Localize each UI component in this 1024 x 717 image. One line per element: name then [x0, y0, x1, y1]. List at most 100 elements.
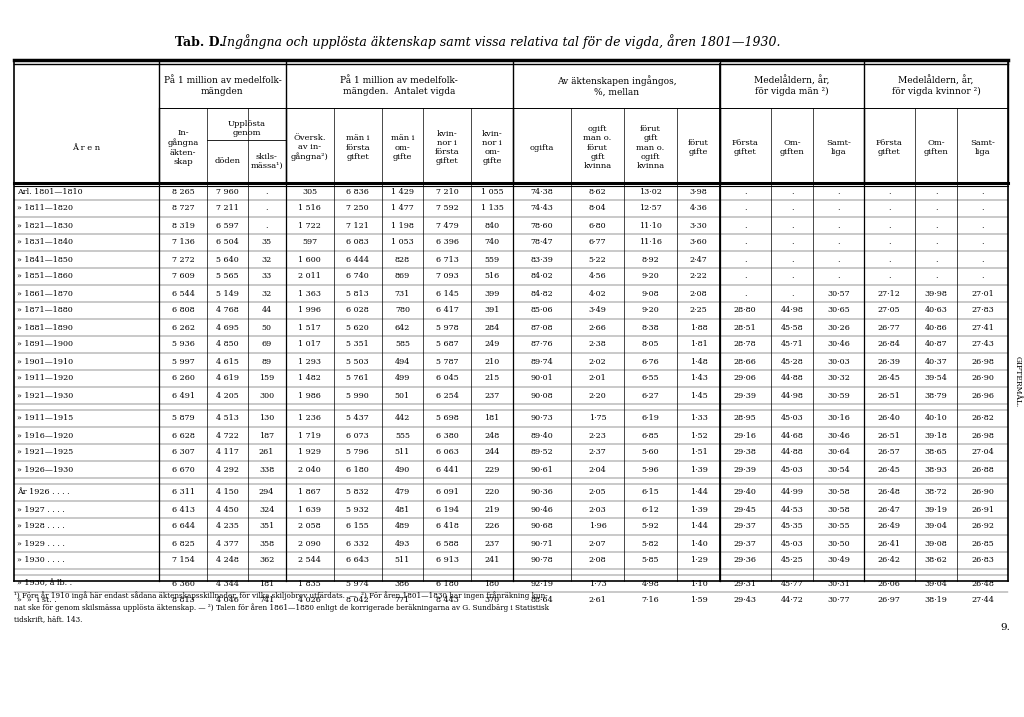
- Text: 26·41: 26·41: [878, 539, 901, 548]
- Text: 4 046: 4 046: [216, 597, 239, 604]
- Text: 6 360: 6 360: [172, 579, 195, 587]
- Text: År 1926 . . . .: År 1926 . . . .: [17, 488, 70, 496]
- Text: 40·86: 40·86: [925, 323, 947, 331]
- Text: 7 960: 7 960: [216, 188, 239, 196]
- Text: 499: 499: [394, 374, 410, 382]
- Text: .: .: [981, 204, 984, 212]
- Text: 39·04: 39·04: [925, 579, 947, 587]
- Text: 30·16: 30·16: [827, 414, 850, 422]
- Text: 1·48: 1·48: [690, 358, 708, 366]
- Text: 5 936: 5 936: [172, 341, 195, 348]
- Text: 1 517: 1 517: [298, 323, 321, 331]
- Text: 8·04: 8·04: [589, 204, 606, 212]
- Text: 2·23: 2·23: [589, 432, 606, 440]
- Text: 6 332: 6 332: [346, 539, 369, 548]
- Text: 3·60: 3·60: [690, 239, 708, 247]
- Text: Samt-
liga: Samt- liga: [826, 139, 851, 156]
- Text: 6 588: 6 588: [436, 539, 459, 548]
- Text: 741: 741: [259, 597, 274, 604]
- Text: 1·29: 1·29: [689, 556, 708, 564]
- Text: män i
om-
gifte: män i om- gifte: [391, 134, 414, 161]
- Text: 90·36: 90·36: [530, 488, 553, 496]
- Text: 6·80: 6·80: [589, 222, 606, 229]
- Text: .: .: [791, 222, 794, 229]
- Text: 29·36: 29·36: [734, 556, 757, 564]
- Text: .: .: [935, 255, 937, 264]
- Text: 2·02: 2·02: [589, 358, 606, 366]
- Text: 5 620: 5 620: [346, 323, 369, 331]
- Text: 44·72: 44·72: [780, 597, 804, 604]
- Text: .: .: [265, 188, 268, 196]
- Text: 501: 501: [395, 391, 410, 399]
- Text: 1 429: 1 429: [391, 188, 414, 196]
- Text: ¹) Före år 1910 ingå här endast sådana äktenskapsskillnader, för vilka skiljobre: ¹) Före år 1910 ingå här endast sådana ä…: [14, 591, 548, 599]
- Text: 6·55: 6·55: [642, 374, 659, 382]
- Text: 1 835: 1 835: [298, 579, 321, 587]
- Text: 6 418: 6 418: [436, 523, 459, 531]
- Text: 1 135: 1 135: [480, 204, 504, 212]
- Text: Första
giftet: Första giftet: [876, 139, 903, 156]
- Text: 358: 358: [259, 539, 274, 548]
- Text: 26·06: 26·06: [878, 579, 901, 587]
- Text: 32: 32: [261, 255, 271, 264]
- Text: .: .: [838, 188, 840, 196]
- Text: 6 670: 6 670: [172, 465, 195, 473]
- Text: 30·46: 30·46: [827, 341, 850, 348]
- Text: » 1916—1920: » 1916—1920: [17, 432, 74, 440]
- Text: Medelåldern, år,
för vigda män ²): Medelåldern, år, för vigda män ²): [755, 76, 829, 96]
- Text: 4 292: 4 292: [216, 465, 239, 473]
- Text: 4·56: 4·56: [589, 272, 606, 280]
- Text: 8 265: 8 265: [172, 188, 195, 196]
- Text: 559: 559: [484, 255, 500, 264]
- Text: 585: 585: [395, 341, 410, 348]
- Text: 6 441: 6 441: [436, 465, 459, 473]
- Text: 4 850: 4 850: [216, 341, 239, 348]
- Text: 44·53: 44·53: [780, 505, 804, 513]
- Text: 1 053: 1 053: [391, 239, 414, 247]
- Text: 12·57: 12·57: [639, 204, 662, 212]
- Text: 45·28: 45·28: [780, 358, 804, 366]
- Text: 6 307: 6 307: [172, 449, 195, 457]
- Text: 4·02: 4·02: [589, 290, 606, 298]
- Text: 92·19: 92·19: [530, 579, 553, 587]
- Text: 4 722: 4 722: [216, 432, 239, 440]
- Text: 45·03: 45·03: [780, 539, 804, 548]
- Text: 399: 399: [484, 290, 500, 298]
- Text: 2·08: 2·08: [690, 290, 708, 298]
- Text: 1 482: 1 482: [298, 374, 321, 382]
- Text: 9·20: 9·20: [642, 306, 659, 315]
- Text: 6·77: 6·77: [589, 239, 606, 247]
- Text: .: .: [838, 204, 840, 212]
- Text: 5 997: 5 997: [172, 358, 195, 366]
- Text: 1 722: 1 722: [298, 222, 321, 229]
- Text: Tab. D.: Tab. D.: [175, 36, 223, 49]
- Text: 87·76: 87·76: [530, 341, 553, 348]
- Text: 84·02: 84·02: [530, 272, 553, 280]
- Text: 90·68: 90·68: [530, 523, 553, 531]
- Text: 83·39: 83·39: [530, 255, 553, 264]
- Text: 6 028: 6 028: [346, 306, 369, 315]
- Text: 2·20: 2·20: [589, 391, 606, 399]
- Text: 1 236: 1 236: [298, 414, 322, 422]
- Text: 8 042: 8 042: [346, 597, 369, 604]
- Text: 39·08: 39·08: [925, 539, 947, 548]
- Text: 74·43: 74·43: [530, 204, 553, 212]
- Text: 6·12: 6·12: [642, 505, 659, 513]
- Text: 6 417: 6 417: [436, 306, 459, 315]
- Text: 27·01: 27·01: [972, 290, 994, 298]
- Text: 7 592: 7 592: [436, 204, 459, 212]
- Text: 6·15: 6·15: [642, 488, 659, 496]
- Text: 26·98: 26·98: [972, 432, 994, 440]
- Text: 8·38: 8·38: [642, 323, 659, 331]
- Text: 305: 305: [302, 188, 317, 196]
- Text: 210: 210: [484, 358, 500, 366]
- Text: » 1921—1925: » 1921—1925: [17, 449, 74, 457]
- Text: Samt-
liga: Samt- liga: [971, 139, 995, 156]
- Text: 489: 489: [395, 523, 410, 531]
- Text: 2·66: 2·66: [589, 323, 606, 331]
- Text: 6 254: 6 254: [436, 391, 459, 399]
- Text: 9·20: 9·20: [642, 272, 659, 280]
- Text: 386: 386: [395, 579, 410, 587]
- Text: 6·19: 6·19: [642, 414, 659, 422]
- Text: 29·40: 29·40: [734, 488, 757, 496]
